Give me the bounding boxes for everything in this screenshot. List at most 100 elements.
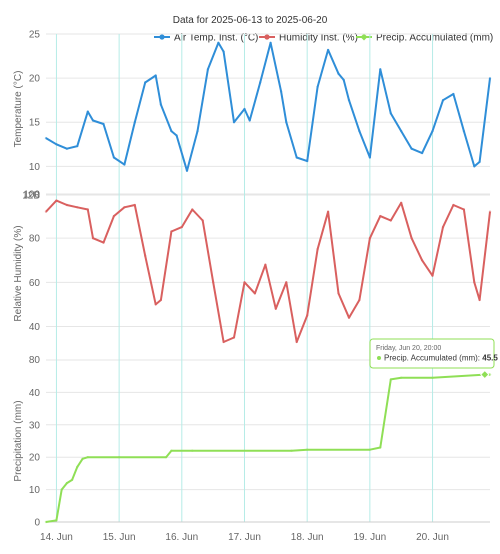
data-point-humidity[interactable] xyxy=(243,281,246,284)
data-point-temp[interactable] xyxy=(248,119,251,122)
data-point-humidity[interactable] xyxy=(91,237,95,240)
data-point-humidity[interactable] xyxy=(253,292,257,295)
data-point-humidity[interactable] xyxy=(316,248,319,251)
data-point-temp[interactable] xyxy=(410,147,413,150)
data-point-temp[interactable] xyxy=(91,119,95,122)
data-point-temp[interactable] xyxy=(358,129,361,133)
series-line-precip[interactable] xyxy=(45,373,490,523)
data-point-temp[interactable] xyxy=(144,81,147,84)
data-point-humidity[interactable] xyxy=(55,199,58,202)
data-point-temp[interactable] xyxy=(295,156,298,159)
data-point-precip[interactable] xyxy=(76,465,79,469)
data-point-temp[interactable] xyxy=(342,78,345,82)
data-point-temp[interactable] xyxy=(473,165,476,168)
data-point-temp[interactable] xyxy=(269,41,272,44)
data-point-precip[interactable] xyxy=(86,456,90,459)
data-point-temp[interactable] xyxy=(347,99,351,102)
data-point-temp[interactable] xyxy=(478,160,481,164)
data-point-humidity[interactable] xyxy=(144,254,147,257)
data-point-humidity[interactable] xyxy=(102,241,105,244)
data-point-precip[interactable] xyxy=(290,449,293,452)
data-point-humidity[interactable] xyxy=(154,303,157,306)
data-point-temp[interactable] xyxy=(112,156,116,159)
data-point-temp[interactable] xyxy=(420,151,424,155)
data-point-precip[interactable] xyxy=(431,376,434,379)
data-point-humidity[interactable] xyxy=(410,237,413,240)
series-line-temp[interactable] xyxy=(45,41,491,172)
data-point-temp[interactable] xyxy=(222,50,225,53)
data-point-humidity[interactable] xyxy=(264,263,267,266)
data-point-humidity[interactable] xyxy=(212,281,215,284)
data-point-humidity[interactable] xyxy=(347,316,351,319)
data-point-humidity[interactable] xyxy=(379,214,382,218)
data-point-temp[interactable] xyxy=(65,147,69,150)
data-point-precip[interactable] xyxy=(400,376,403,379)
data-point-humidity[interactable] xyxy=(170,230,173,233)
data-point-temp[interactable] xyxy=(159,103,163,106)
data-point-humidity[interactable] xyxy=(159,298,163,302)
data-point-humidity[interactable] xyxy=(358,298,361,302)
data-point-precip[interactable] xyxy=(488,373,492,376)
data-point-humidity[interactable] xyxy=(123,206,126,209)
data-point-temp[interactable] xyxy=(123,163,126,166)
data-point-humidity[interactable] xyxy=(478,298,481,302)
data-point-temp[interactable] xyxy=(196,129,199,133)
data-point-humidity[interactable] xyxy=(400,201,403,204)
data-point-temp[interactable] xyxy=(154,74,157,77)
data-point-temp[interactable] xyxy=(379,68,382,71)
data-point-precip[interactable] xyxy=(44,520,48,524)
data-point-humidity[interactable] xyxy=(201,219,204,222)
data-point-temp[interactable] xyxy=(185,169,189,172)
data-point-precip[interactable] xyxy=(60,488,63,491)
data-point-humidity[interactable] xyxy=(232,336,236,339)
data-point-humidity[interactable] xyxy=(306,314,309,317)
data-point-temp[interactable] xyxy=(86,110,90,113)
data-point-humidity[interactable] xyxy=(488,210,492,213)
data-point-humidity[interactable] xyxy=(326,210,330,213)
data-point-humidity[interactable] xyxy=(180,225,183,229)
data-point-temp[interactable] xyxy=(337,72,340,75)
data-point-humidity[interactable] xyxy=(191,208,194,211)
data-point-precip[interactable] xyxy=(70,478,74,482)
data-point-temp[interactable] xyxy=(452,92,455,96)
legend-item-humidity[interactable]: Humidity Inst. (%) xyxy=(259,33,358,44)
data-point-precip[interactable] xyxy=(117,456,121,459)
data-point-humidity[interactable] xyxy=(462,208,466,211)
data-point-precip[interactable] xyxy=(164,456,168,459)
data-point-humidity[interactable] xyxy=(285,281,288,284)
data-point-temp[interactable] xyxy=(243,107,246,111)
data-point-precip[interactable] xyxy=(170,449,173,452)
data-point-humidity[interactable] xyxy=(222,340,225,344)
legend-item-precipitation[interactable]: Precip. Accumulated (mm) xyxy=(356,33,493,44)
data-point-temp[interactable] xyxy=(285,121,288,124)
data-point-temp[interactable] xyxy=(389,112,392,115)
data-point-temp[interactable] xyxy=(431,129,434,133)
data-point-temp[interactable] xyxy=(170,129,173,133)
data-point-temp[interactable] xyxy=(102,122,105,126)
data-point-humidity[interactable] xyxy=(441,225,445,229)
data-point-humidity[interactable] xyxy=(473,281,476,284)
data-point-temp[interactable] xyxy=(441,99,445,102)
data-point-precip[interactable] xyxy=(55,519,58,522)
data-point-humidity[interactable] xyxy=(112,214,116,218)
data-point-humidity[interactable] xyxy=(452,203,455,207)
data-point-humidity[interactable] xyxy=(337,292,340,295)
data-point-precip[interactable] xyxy=(81,457,84,460)
data-point-humidity[interactable] xyxy=(65,203,69,207)
data-point-humidity[interactable] xyxy=(389,219,392,222)
data-point-humidity[interactable] xyxy=(420,259,424,262)
data-point-precip[interactable] xyxy=(65,481,69,485)
data-point-humidity[interactable] xyxy=(76,206,79,209)
data-point-humidity[interactable] xyxy=(295,340,298,344)
series-line-humidity[interactable] xyxy=(45,199,491,343)
data-point-temp[interactable] xyxy=(400,129,403,133)
data-point-humidity[interactable] xyxy=(274,307,277,310)
data-point-temp[interactable] xyxy=(133,121,136,124)
data-point-precip[interactable] xyxy=(379,446,382,449)
data-point-temp[interactable] xyxy=(316,85,319,89)
data-point-temp[interactable] xyxy=(462,129,466,133)
data-point-humidity[interactable] xyxy=(368,237,372,240)
data-point-temp[interactable] xyxy=(44,136,48,140)
data-point-temp[interactable] xyxy=(55,143,58,146)
data-point-humidity[interactable] xyxy=(86,208,90,211)
